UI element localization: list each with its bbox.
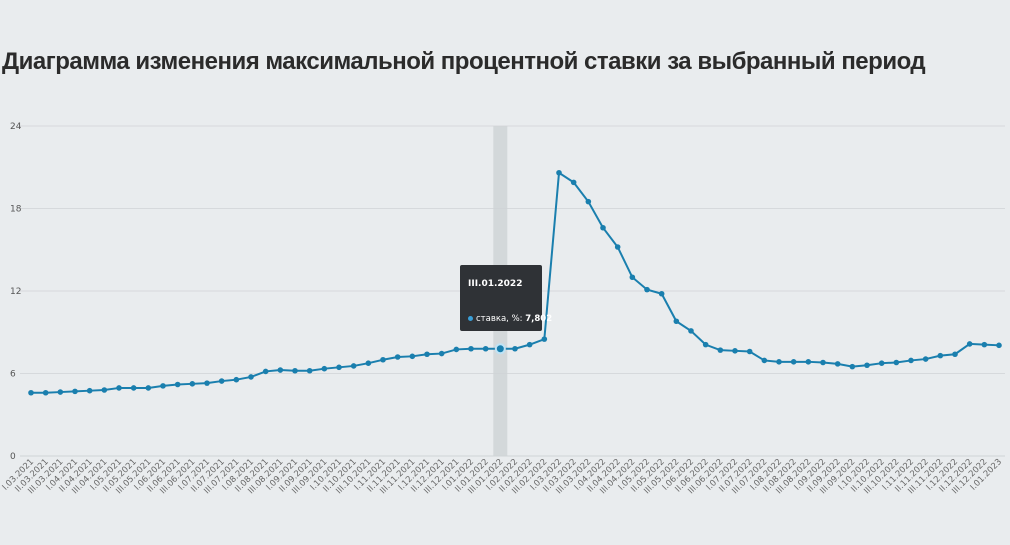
data-point[interactable] xyxy=(776,359,782,365)
data-point[interactable] xyxy=(541,336,548,342)
y-tick-label: 24 xyxy=(10,122,22,132)
data-point[interactable] xyxy=(130,385,137,391)
data-point[interactable] xyxy=(702,341,709,348)
data-point[interactable] xyxy=(204,380,210,386)
data-point[interactable] xyxy=(350,363,357,369)
data-point[interactable] xyxy=(570,179,577,186)
data-point[interactable] xyxy=(336,364,342,371)
data-point[interactable] xyxy=(878,360,885,366)
tooltip-date: III.01.2022 xyxy=(468,279,523,289)
data-point[interactable] xyxy=(512,345,518,352)
data-point[interactable] xyxy=(966,341,973,347)
data-point[interactable] xyxy=(908,357,914,364)
data-point[interactable] xyxy=(321,365,328,372)
data-point[interactable] xyxy=(556,169,562,176)
y-tick-label: 18 xyxy=(10,205,22,215)
data-point[interactable] xyxy=(453,346,460,353)
data-point[interactable] xyxy=(42,389,49,396)
data-point[interactable] xyxy=(292,367,298,374)
tooltip-value: 7,802 xyxy=(525,314,553,324)
data-point[interactable] xyxy=(526,341,533,348)
data-point[interactable] xyxy=(380,356,386,363)
data-point[interactable] xyxy=(761,357,768,364)
data-point[interactable] xyxy=(494,343,506,355)
data-point[interactable] xyxy=(805,359,812,365)
grid-lines xyxy=(20,125,1005,457)
data-tooltip: III.01.2022 ставка, %: 7,802 xyxy=(460,265,552,331)
data-point[interactable] xyxy=(820,359,826,366)
data-point[interactable] xyxy=(629,274,636,281)
data-point[interactable] xyxy=(688,328,694,334)
data-point[interactable] xyxy=(306,367,313,374)
page-title: Диаграмма изменения максимальной процент… xyxy=(2,48,926,75)
data-point[interactable] xyxy=(922,356,929,362)
y-tick-label: 6 xyxy=(10,370,16,380)
data-point[interactable] xyxy=(614,244,621,250)
data-point[interactable] xyxy=(72,388,78,395)
data-point[interactable] xyxy=(116,385,122,391)
x-axis-ticks: I.03.2021II.03.2021III.03.2021I.04.2021I… xyxy=(1,457,1005,496)
data-point[interactable] xyxy=(717,347,724,353)
data-point[interactable] xyxy=(790,359,797,365)
data-point[interactable] xyxy=(160,383,166,389)
tooltip-row: ставка, %: 7,802 xyxy=(468,314,552,324)
y-tick-label: 0 xyxy=(10,452,16,462)
data-point[interactable] xyxy=(893,359,900,366)
data-point[interactable] xyxy=(189,381,196,387)
data-point[interactable] xyxy=(644,286,650,293)
data-point[interactable] xyxy=(365,360,372,366)
data-point[interactable] xyxy=(834,361,841,367)
data-point[interactable] xyxy=(424,351,430,358)
data-point[interactable] xyxy=(673,318,680,325)
data-point[interactable] xyxy=(394,354,401,360)
data-point[interactable] xyxy=(57,389,64,395)
data-point[interactable] xyxy=(658,290,665,297)
data-point[interactable] xyxy=(746,348,753,355)
data-point[interactable] xyxy=(585,198,592,205)
data-point[interactable] xyxy=(145,385,152,391)
data-point[interactable] xyxy=(101,387,108,393)
y-axis-ticks: 0 6 12 18 24 xyxy=(10,122,22,462)
tooltip-series-label: ставка, %: xyxy=(476,314,523,324)
data-point[interactable] xyxy=(233,376,240,383)
data-point[interactable] xyxy=(218,378,225,384)
data-point[interactable] xyxy=(996,342,1002,349)
y-tick-label: 12 xyxy=(10,287,21,297)
data-point[interactable] xyxy=(600,224,606,231)
data-point[interactable] xyxy=(262,368,269,375)
data-point[interactable] xyxy=(438,350,445,357)
data-point[interactable] xyxy=(864,362,870,369)
data-point[interactable] xyxy=(482,345,489,352)
series-dot-icon xyxy=(468,316,473,321)
data-point[interactable] xyxy=(409,353,416,360)
data-point[interactable] xyxy=(86,387,93,394)
data-point[interactable] xyxy=(981,341,988,348)
data-point[interactable] xyxy=(952,351,958,358)
data-point[interactable] xyxy=(174,381,181,388)
data-point[interactable] xyxy=(937,352,944,359)
data-point[interactable] xyxy=(849,363,856,370)
data-point[interactable] xyxy=(732,348,738,354)
data-point[interactable] xyxy=(28,389,34,396)
data-points[interactable] xyxy=(28,169,1002,396)
data-point[interactable] xyxy=(248,374,254,380)
data-point[interactable] xyxy=(277,367,284,373)
data-point[interactable] xyxy=(468,345,474,352)
